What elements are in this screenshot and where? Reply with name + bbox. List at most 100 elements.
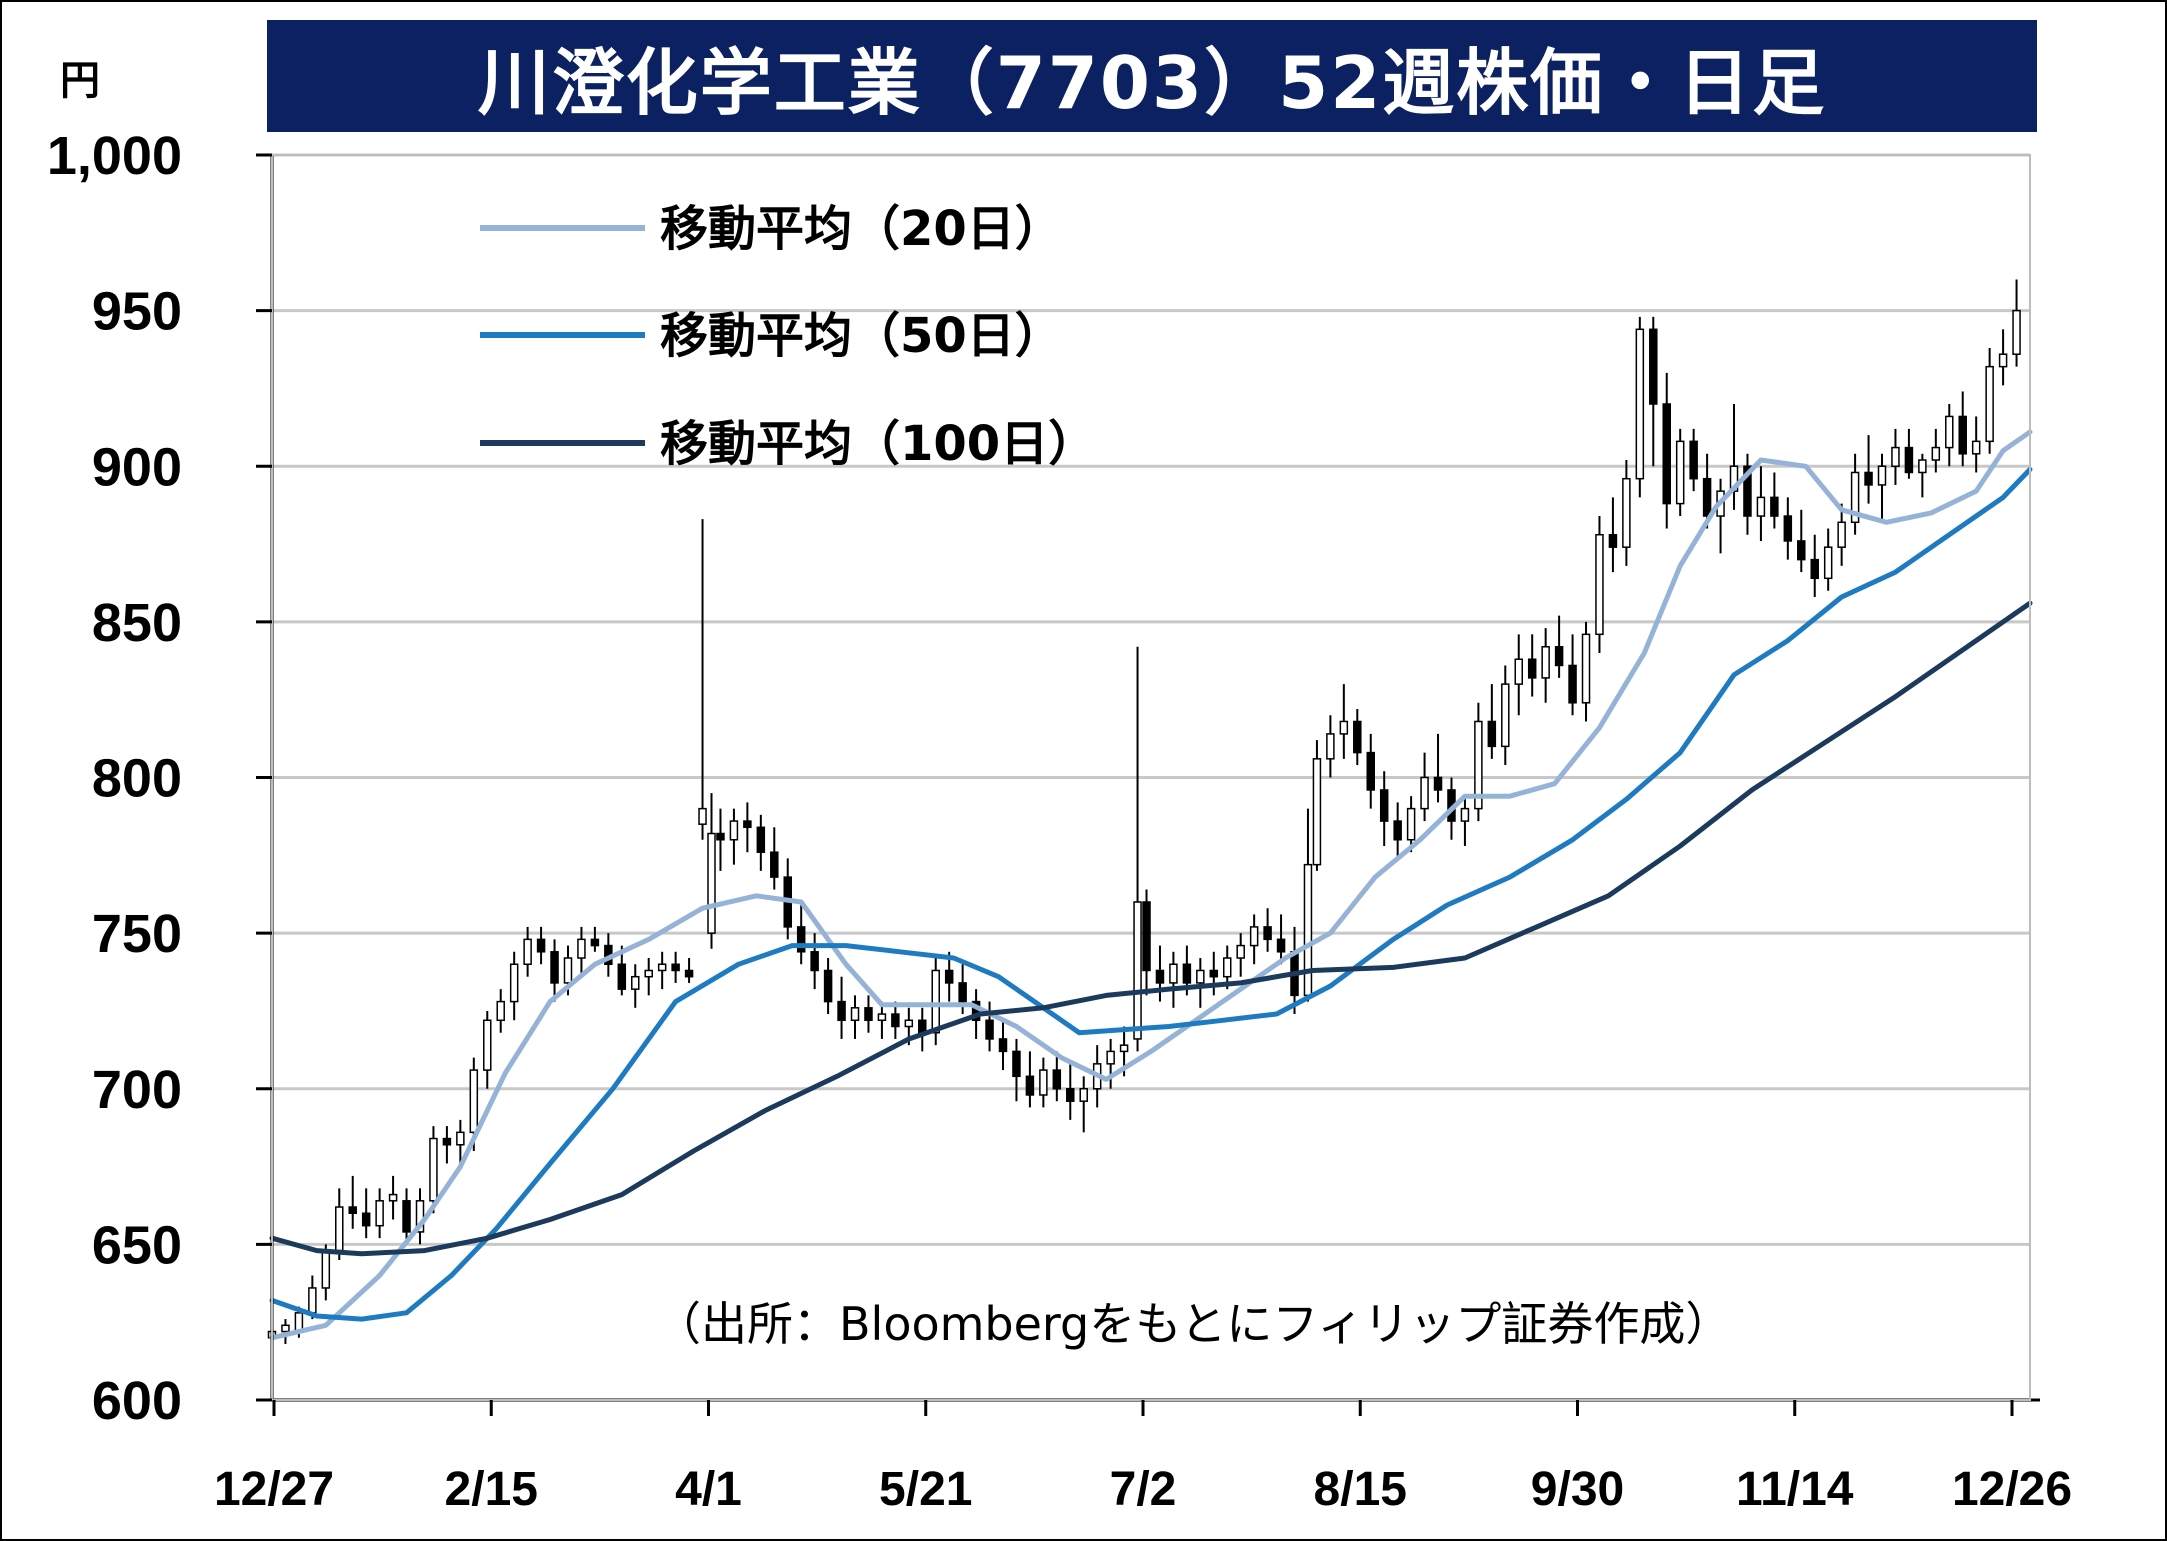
y-tick-labels: 600 650 700 750 800 850 900 950 1,000: [47, 126, 182, 1431]
candle-body: [671, 963, 680, 972]
candle-body: [1689, 440, 1698, 480]
candle-body: [1797, 540, 1806, 561]
candle-body: [1770, 496, 1779, 517]
candle-body: [388, 1193, 398, 1202]
candle-body: [877, 1013, 887, 1022]
candle-body: [770, 851, 779, 878]
candle-body: [2012, 309, 2021, 355]
candle-body: [1222, 957, 1232, 978]
candle-body: [550, 951, 559, 984]
candle-body: [1675, 440, 1685, 505]
candle-body: [563, 957, 573, 984]
y-tick-label: 850: [92, 593, 182, 653]
candle-body: [1182, 963, 1192, 984]
x-tick-label: 2/15: [445, 1463, 538, 1516]
ma-line-0: [269, 429, 2033, 1341]
candle-body: [729, 820, 739, 841]
candle-body: [891, 1013, 900, 1028]
candle-body: [1904, 446, 1914, 474]
y-tick-label: 650: [92, 1215, 182, 1275]
candle-body: [1196, 969, 1205, 984]
candle-body: [456, 1131, 465, 1146]
candle-body: [1702, 477, 1712, 517]
legend-label: 移動平均（50日）: [660, 308, 1063, 364]
candle-body: [1891, 446, 1900, 468]
candle-body: [1119, 1044, 1129, 1053]
moving-average-lines: [269, 429, 2033, 1341]
candle-body: [1012, 1050, 1021, 1078]
candle-body: [1756, 496, 1766, 517]
candle-body: [1864, 471, 1873, 486]
candle-body: [931, 969, 940, 1034]
candle-body: [577, 938, 586, 959]
candle-body: [1339, 720, 1349, 735]
candle-body: [1931, 446, 1941, 461]
legend-label: 移動平均（100日）: [660, 416, 1096, 472]
candle-body: [1662, 403, 1671, 505]
candle-body: [958, 982, 967, 1003]
candle-body: [415, 1200, 425, 1233]
candle-body: [796, 926, 806, 953]
x-tick-labels: 12/27 2/15 4/1 5/21 7/2 8/15 9/30 11/14 12/26: [214, 1463, 2072, 1516]
grid-lines: [272, 153, 2030, 1246]
y-tick-label: 950: [92, 282, 182, 342]
candle-body: [1958, 415, 1967, 455]
candle-body: [442, 1137, 452, 1146]
candle-body: [1025, 1075, 1035, 1096]
candle-body: [1379, 789, 1389, 822]
x-tick-label: 5/21: [879, 1463, 972, 1516]
x-tick-label: 8/15: [1314, 1463, 1407, 1516]
candle-body: [1783, 515, 1793, 542]
y-unit-label: 円: [60, 58, 100, 104]
candle-body: [1877, 465, 1887, 486]
candle-body: [743, 820, 752, 829]
candle-body: [1568, 664, 1577, 704]
candle-body: [321, 1249, 331, 1289]
candle-body: [375, 1200, 384, 1227]
candle-body: [998, 1038, 1008, 1053]
source-note: （出所：Bloombergをもとにフィリップ証券作成）: [655, 1297, 1731, 1351]
candle-body: [1312, 758, 1322, 866]
y-tick-label: 1,000: [47, 126, 182, 186]
candle-body: [308, 1287, 317, 1314]
candle-body: [1635, 328, 1645, 480]
axes: [256, 153, 2040, 1416]
candle-body: [1998, 353, 2008, 368]
candle-body: [1460, 807, 1470, 822]
candle-body: [1945, 415, 1954, 449]
candle-body: [1743, 465, 1752, 517]
candle-body: [1263, 926, 1272, 941]
candle-body: [1209, 969, 1219, 978]
candle-body: [684, 969, 694, 978]
candle-body: [1039, 1069, 1048, 1096]
candle-body: [1353, 720, 1362, 754]
x-tick-label: 12/26: [1952, 1463, 2072, 1516]
candle-body: [1649, 328, 1658, 405]
candle-body: [469, 1069, 479, 1134]
legend-label: 移動平均（20日）: [660, 201, 1063, 257]
candle-body: [1810, 558, 1819, 580]
chart-title-bar: 川澄化学工業（7703）52週株価・日足: [267, 20, 2037, 132]
candle-body: [1823, 546, 1833, 580]
candle-body: [1276, 938, 1286, 953]
candle-body: [985, 1019, 994, 1040]
candle-body: [1554, 646, 1564, 667]
candle-body: [1406, 807, 1416, 841]
candle-body: [1487, 720, 1497, 748]
candle-body: [523, 938, 532, 965]
candle-body: [1133, 901, 1142, 1040]
candle-body: [1622, 477, 1631, 548]
candle-body: [1595, 533, 1604, 636]
candle-body: [707, 832, 716, 934]
candle-body: [509, 963, 519, 1003]
ma-line-2: [269, 600, 2033, 1257]
candle-body: [1155, 969, 1165, 984]
candle-body: [590, 938, 600, 947]
candle-body: [1971, 440, 1981, 455]
candle-body: [496, 1000, 505, 1022]
x-tick-label: 4/1: [675, 1463, 742, 1516]
candle-body: [657, 963, 667, 972]
x-tick-label: 11/14: [1736, 1463, 1854, 1516]
candle-body: [716, 832, 725, 841]
